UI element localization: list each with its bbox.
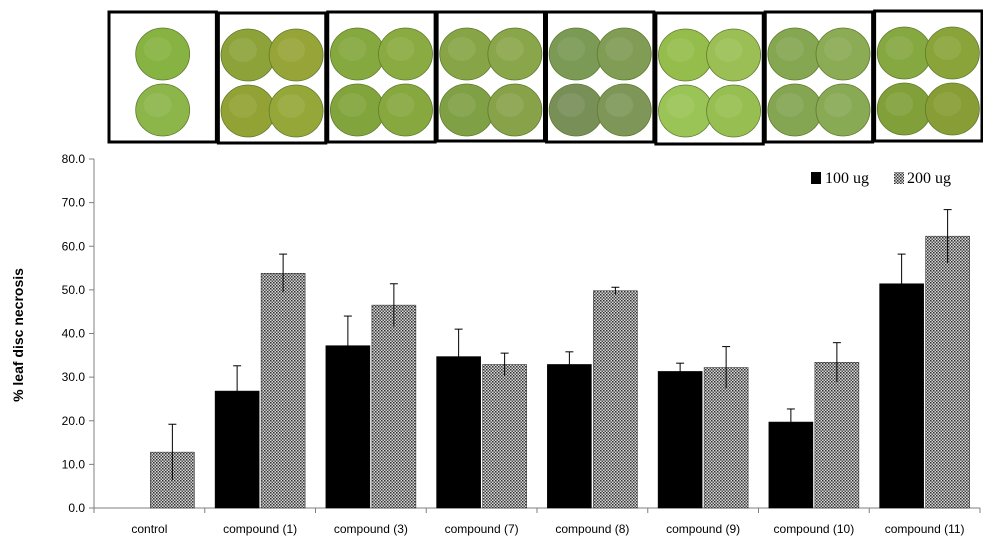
leaf-disc [924,82,980,136]
leaf-disc-photo [435,10,546,143]
leaf-disc-photo [654,11,765,146]
bar [657,371,703,509]
leaf-disc-photo-panel [107,9,983,146]
legend-label-200ug: 200 ug [907,170,951,187]
leaf-disc-photo [763,10,875,144]
y-tick-label: 40.0 [62,327,86,341]
y-axis: 0.0 10.0 20.0 30.0 40.0 50.0 60.0 70.0 80.0 [62,152,95,515]
bar [371,304,417,509]
x-tick-label: compound (3) [334,522,408,536]
leaf-disc [135,83,191,137]
bar-chart: 0.0 10.0 20.0 30.0 40.0 50.0 60.0 70.0 80.0 cont… [10,152,981,536]
leaf-disc-photo [107,10,218,144]
leaf-disc [924,26,980,80]
x-tick-label: compound (8) [555,522,629,536]
leaf-disc [268,28,324,82]
x-tick-label: compound (7) [445,522,519,536]
leaf-disc [378,27,433,81]
bar [260,272,306,509]
bar [768,421,814,509]
y-tick-label: 30.0 [62,370,86,384]
bar [703,367,749,509]
leaf-disc [706,28,762,82]
y-tick-label: 20.0 [62,414,86,428]
leaf-disc [815,27,871,81]
legend-label-100ug: 100 ug [825,170,869,187]
bar [593,290,638,509]
x-tick-label: compound (9) [666,522,740,536]
leaf-disc-photo [326,10,437,144]
x-axis: control compound (1) compound (3) compound … [93,507,981,536]
leaf-disc [596,83,652,137]
y-tick-label: 0.0 [68,501,85,515]
x-tick-label: control [131,522,167,536]
y-axis-title: % leaf disc necrosis [10,268,26,402]
y-tick-label: 80.0 [62,152,86,166]
leaf-disc-photo [873,9,983,143]
legend: 100 ug 200 ug [811,170,951,187]
leaf-disc [487,27,543,81]
y-tick-label: 10.0 [62,457,86,471]
leaf-disc-photo [545,10,656,144]
leaf-disc [268,84,324,138]
bar [547,364,592,509]
y-tick-label: 50.0 [62,283,86,297]
y-tick-label: 70.0 [62,196,86,210]
bar [925,235,970,509]
bars [150,209,970,509]
legend-swatch-100ug [811,172,821,184]
leaf-disc [378,83,433,137]
x-tick-label: compound (1) [223,522,297,536]
bar [482,364,527,509]
leaf-disc [487,83,543,137]
x-tick-label: compound (10) [774,522,855,536]
y-tick-label: 60.0 [62,239,86,253]
bar [879,283,924,509]
legend-swatch-200ug [894,172,904,184]
leaf-disc-photo [216,11,328,145]
leaf-disc [706,84,762,138]
leaf-disc [596,27,652,81]
x-tick-label: compound (11) [885,522,965,536]
bar [814,361,860,509]
leaf-disc [815,83,871,137]
leaf-disc [135,27,191,81]
